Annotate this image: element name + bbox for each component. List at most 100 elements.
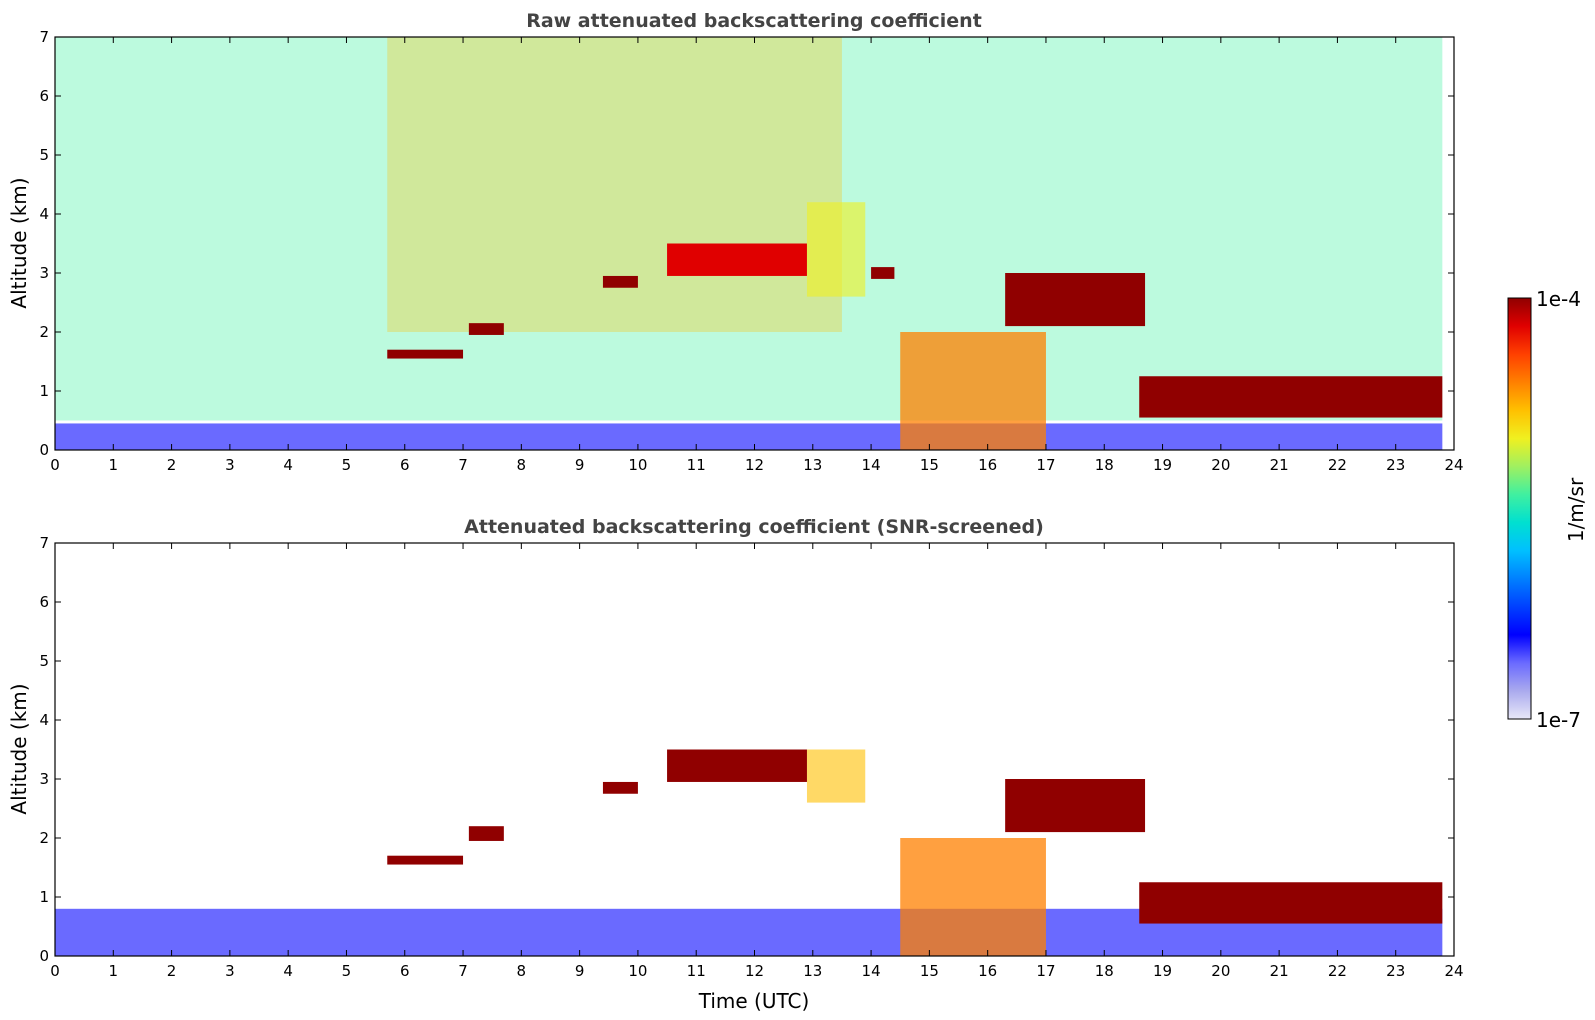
x-tick-label: 5 <box>342 456 352 474</box>
heatmap-layer-cloud <box>1139 376 1443 418</box>
x-tick-label: 8 <box>517 962 527 980</box>
x-tick-label: 17 <box>1036 456 1055 474</box>
panel-raw-heatmap <box>55 37 1443 450</box>
panel-raw-title: Raw attenuated backscattering coefficien… <box>526 10 982 32</box>
x-tick-label: 5 <box>342 962 352 980</box>
y-tick-label: 1 <box>39 888 49 906</box>
x-tick-label: 20 <box>1211 962 1230 980</box>
heatmap-layer-cloud <box>667 749 807 782</box>
colorbar-unit-label: 1/m/sr <box>1564 477 1588 542</box>
y-tick-label: 2 <box>39 829 49 847</box>
panel-raw: Raw attenuated backscattering coefficien… <box>7 10 1464 474</box>
panel-screened-title: Attenuated backscattering coefficient (S… <box>464 516 1044 538</box>
x-tick-label: 14 <box>862 962 881 980</box>
x-tick-label: 19 <box>1153 456 1172 474</box>
x-tick-label: 15 <box>920 962 939 980</box>
x-tick-label: 11 <box>687 456 706 474</box>
colorbar: 1e-4 1e-7 1/m/sr <box>1507 287 1588 732</box>
x-tick-label: 14 <box>862 456 881 474</box>
panel-screened-heatmap <box>55 749 1443 956</box>
heatmap-layer-cloud <box>1005 779 1146 833</box>
x-tick-label: 21 <box>1270 962 1289 980</box>
x-tick-label: 13 <box>803 456 822 474</box>
colorbar-gradient <box>1507 297 1532 720</box>
x-tick-label: 3 <box>225 962 235 980</box>
x-tick-label: 0 <box>50 456 60 474</box>
y-tick-label: 7 <box>39 28 49 46</box>
x-tick-label: 21 <box>1270 456 1289 474</box>
y-tick-label: 4 <box>39 711 49 729</box>
x-tick-label: 15 <box>920 456 939 474</box>
panel-raw-y-ticks: 0 1 2 3 4 5 6 7 <box>39 28 1454 459</box>
panel-screened-x-ticks: 0 1 2 3 4 5 6 7 8 9 10 11 12 13 14 15 16 17 18 19 20 21 22 23 24 <box>50 543 1464 980</box>
x-tick-label: 10 <box>628 962 647 980</box>
y-tick-label: 1 <box>39 382 49 400</box>
x-tick-label: 7 <box>458 962 468 980</box>
panel-screened: Attenuated backscattering coefficient (S… <box>7 516 1464 1013</box>
x-tick-label: 9 <box>575 962 585 980</box>
y-tick-label: 6 <box>39 87 49 105</box>
x-tick-label: 7 <box>458 456 468 474</box>
heatmap-layer-cloud <box>667 243 807 276</box>
heatmap-layer-cloud <box>1005 273 1146 327</box>
colorbar-max-label: 1e-4 <box>1536 287 1581 311</box>
x-tick-label: 2 <box>167 962 177 980</box>
heatmap-layer-cloud <box>387 349 464 359</box>
x-tick-label: 12 <box>745 456 764 474</box>
x-tick-label: 13 <box>803 962 822 980</box>
x-tick-label: 1 <box>109 962 119 980</box>
y-tick-label: 6 <box>39 593 49 611</box>
heatmap-layer-surface <box>55 423 1443 450</box>
x-tick-label: 6 <box>400 456 410 474</box>
x-tick-label: 23 <box>1386 456 1405 474</box>
heatmap-layer-noise <box>55 37 1443 421</box>
heatmap-layer-cloud <box>1139 882 1443 924</box>
x-tick-label: 19 <box>1153 962 1172 980</box>
y-tick-label: 3 <box>39 264 49 282</box>
x-tick-label: 8 <box>517 456 527 474</box>
y-tick-label: 0 <box>39 947 49 965</box>
panel-screened-x-label: Time (UTC) <box>698 989 810 1013</box>
heatmap-layer-cloud <box>387 855 464 865</box>
y-tick-label: 5 <box>39 652 49 670</box>
colorbar-min-label: 1e-7 <box>1536 708 1581 732</box>
x-tick-label: 4 <box>283 456 293 474</box>
x-tick-label: 23 <box>1386 962 1405 980</box>
heatmap-layer-cloud <box>468 323 504 335</box>
panel-screened-y-ticks: 0 1 2 3 4 5 6 7 <box>39 534 1454 965</box>
heatmap-layer-precip <box>900 332 1046 450</box>
panel-raw-y-label: Altitude (km) <box>7 177 31 308</box>
x-tick-label: 6 <box>400 962 410 980</box>
heatmap-layer-cloud <box>871 267 895 279</box>
x-tick-label: 11 <box>687 962 706 980</box>
x-tick-label: 22 <box>1328 962 1347 980</box>
x-tick-label: 10 <box>628 456 647 474</box>
x-tick-label: 3 <box>225 456 235 474</box>
y-tick-label: 5 <box>39 146 49 164</box>
x-tick-label: 24 <box>1444 962 1463 980</box>
y-tick-label: 3 <box>39 770 49 788</box>
y-tick-label: 2 <box>39 323 49 341</box>
panel-raw-x-ticks: 0 1 2 3 4 5 6 7 8 9 10 11 12 13 14 15 16 17 18 19 20 21 22 23 24 <box>50 37 1464 474</box>
heatmap-layer-cloud <box>602 781 638 794</box>
heatmap-layer-virga <box>806 202 866 297</box>
x-tick-label: 17 <box>1036 962 1055 980</box>
heatmap-layer-precip <box>900 838 1046 956</box>
x-tick-label: 1 <box>109 456 119 474</box>
heatmap-layer-virga <box>806 749 866 803</box>
panel-screened-y-label: Altitude (km) <box>7 683 31 814</box>
x-tick-label: 22 <box>1328 456 1347 474</box>
x-tick-label: 0 <box>50 962 60 980</box>
x-tick-label: 24 <box>1444 456 1463 474</box>
x-tick-label: 9 <box>575 456 585 474</box>
x-tick-label: 4 <box>283 962 293 980</box>
x-tick-label: 16 <box>978 456 997 474</box>
heatmap-layer-cloud <box>602 275 638 288</box>
heatmap-layer-cloud <box>468 826 504 841</box>
x-tick-label: 18 <box>1095 962 1114 980</box>
x-tick-label: 12 <box>745 962 764 980</box>
y-tick-label: 0 <box>39 441 49 459</box>
x-tick-label: 2 <box>167 456 177 474</box>
x-tick-label: 20 <box>1211 456 1230 474</box>
